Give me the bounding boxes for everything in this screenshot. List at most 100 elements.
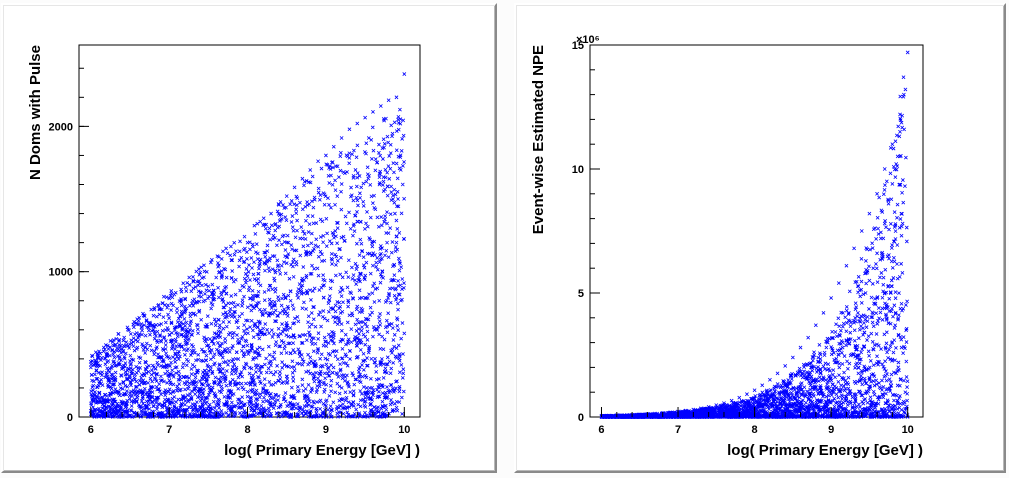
- scatter-point: [253, 350, 257, 355]
- scatter-point: [247, 285, 252, 290]
- scatter-point: [181, 375, 186, 380]
- scatter-point: [261, 386, 266, 391]
- scatter-point: [384, 371, 389, 375]
- scatter-point: [243, 402, 247, 406]
- scatter-point: [140, 396, 145, 401]
- scatter-point: [351, 273, 356, 278]
- scatter-point: [400, 412, 405, 416]
- data-point: [245, 240, 250, 245]
- scatter-point: [350, 313, 355, 318]
- scatter-point: [117, 393, 122, 398]
- scatter-point: [232, 362, 237, 367]
- scatter-point: [245, 343, 250, 348]
- scatter-point: [273, 399, 278, 404]
- scatter-point: [160, 378, 165, 383]
- scatter-point: [196, 331, 200, 336]
- scatter-point: [276, 211, 281, 216]
- scatter-point: [357, 331, 361, 336]
- scatter-point: [263, 392, 268, 396]
- data-point: [347, 313, 352, 318]
- scatter-point: [385, 184, 390, 189]
- scatter-point: [831, 336, 836, 340]
- scatter-point: [249, 342, 254, 347]
- scatter-point: [172, 292, 177, 297]
- scatter-point: [143, 360, 148, 364]
- scatter-point: [164, 354, 169, 359]
- scatter-point: [893, 323, 898, 328]
- scatter-point: [316, 331, 321, 336]
- scatter-point: [323, 376, 328, 381]
- scatter-point: [358, 337, 363, 342]
- scatter-point: [183, 387, 187, 392]
- scatter-point: [805, 370, 809, 375]
- scatter-point: [285, 314, 290, 318]
- scatter-point: [280, 365, 285, 370]
- scatter-point: [245, 327, 249, 331]
- scatter-point: [354, 282, 359, 286]
- scatter-point: [366, 392, 371, 397]
- scatter-point: [300, 283, 305, 288]
- scatter-point: [361, 359, 365, 363]
- scatter-point: [385, 210, 389, 214]
- scatter-point: [881, 275, 886, 280]
- scatter-point: [395, 247, 400, 252]
- scatter-point: [254, 303, 259, 308]
- scatter-point: [316, 379, 321, 384]
- scatter-point: [271, 332, 276, 336]
- right-plot-pad[interactable]: 6 7 8 9 10 0 5 10 15 ×10⁶ log( Primary Energy [GeV…: [514, 3, 1006, 473]
- left-plot-pad[interactable]: 6 7 8 9 10 0 1000 2000 log( Primary Energy [GeV]…: [1, 3, 497, 473]
- scatter-point: [278, 344, 283, 349]
- scatter-point: [213, 336, 217, 340]
- scatter-point: [832, 396, 837, 401]
- data-point: [163, 393, 168, 398]
- scatter-point: [899, 261, 904, 266]
- scatter-point: [341, 402, 345, 407]
- scatter-point: [242, 259, 247, 264]
- scatter-point: [386, 295, 391, 300]
- scatter-point: [248, 399, 253, 404]
- scatter-point: [224, 303, 228, 308]
- scatter-point: [296, 347, 301, 352]
- scatter-point: [109, 377, 114, 381]
- scatter-point: [322, 202, 327, 207]
- scatter-point: [141, 311, 145, 316]
- scatter-point: [846, 375, 851, 380]
- scatter-point: [305, 243, 310, 248]
- scatter-point: [267, 269, 272, 273]
- scatter-point: [178, 320, 183, 325]
- scatter-point: [277, 219, 282, 223]
- scatter-point: [377, 142, 381, 147]
- scatter-point: [216, 340, 220, 345]
- scatter-point: [163, 343, 168, 347]
- scatter-point: [316, 254, 321, 259]
- data-point: [261, 387, 266, 392]
- scatter-point: [91, 399, 96, 404]
- scatter-point: [310, 214, 315, 218]
- scatter-point: [282, 397, 287, 402]
- scatter-point: [328, 404, 333, 409]
- scatter-point: [324, 216, 329, 221]
- scatter-point: [277, 373, 282, 378]
- scatter-point: [247, 381, 251, 386]
- scatter-point: [357, 414, 362, 418]
- scatter-point: [219, 290, 224, 295]
- scatter-point: [354, 155, 359, 160]
- scatter-point: [346, 258, 351, 263]
- scatter-point: [372, 239, 377, 244]
- scatter-point: [348, 290, 353, 295]
- scatter-point: [386, 388, 391, 393]
- scatter-point: [250, 380, 255, 385]
- scatter-point: [294, 248, 299, 253]
- scatter-point: [316, 190, 321, 195]
- scatter-point: [278, 199, 283, 204]
- scatter-point: [207, 348, 212, 353]
- scatter-point: [326, 196, 330, 200]
- scatter-point: [219, 390, 224, 395]
- scatter-point: [358, 380, 363, 385]
- scatter-point: [323, 194, 328, 199]
- scatter-point: [288, 202, 293, 207]
- scatter-point: [362, 414, 367, 418]
- scatter-point: [154, 323, 158, 327]
- scatter-point: [295, 196, 300, 201]
- scatter-point: [178, 375, 182, 379]
